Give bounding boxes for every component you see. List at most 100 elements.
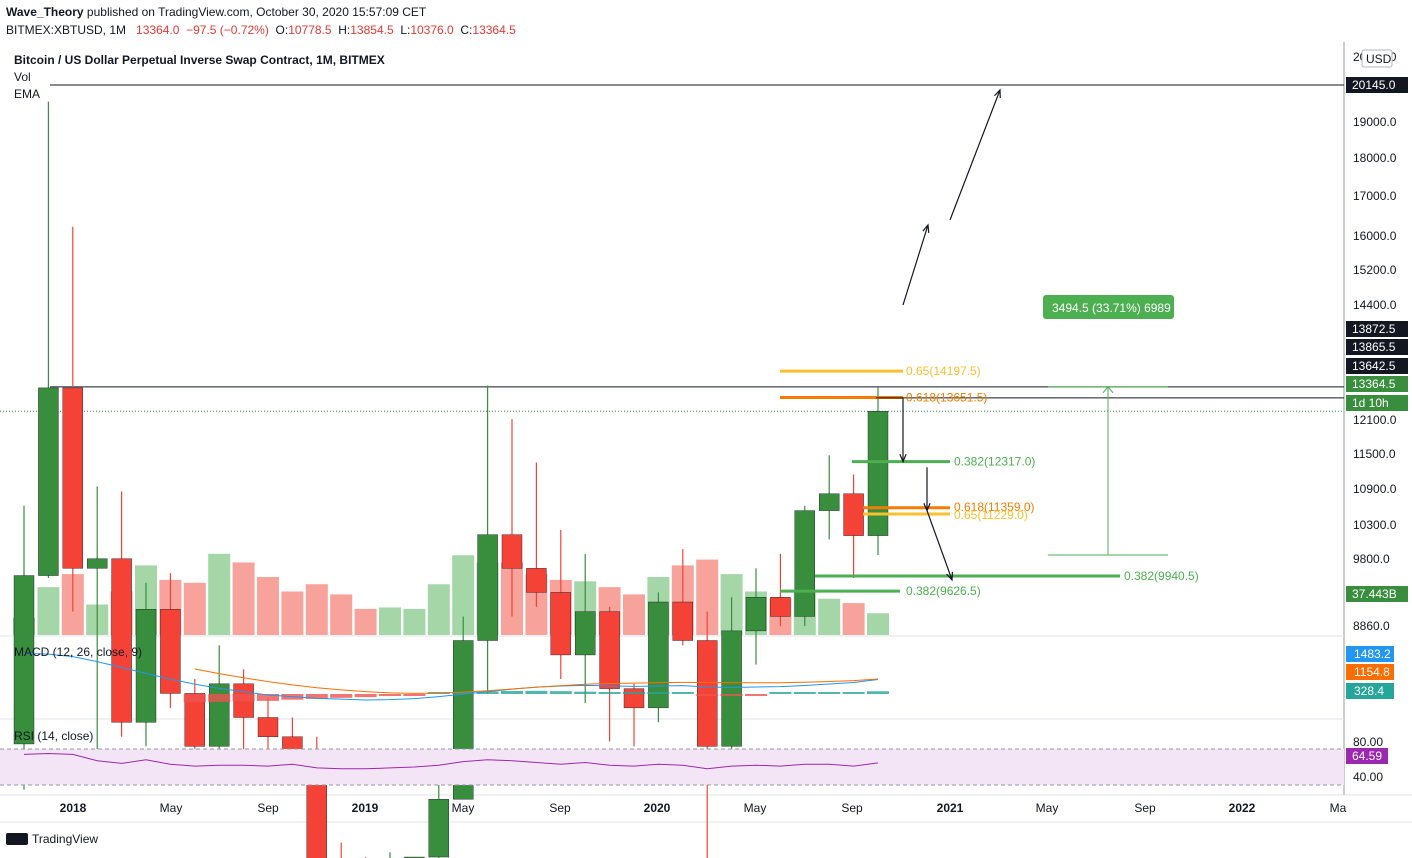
macd-histogram-bar [305, 694, 328, 699]
candle-body [819, 493, 840, 511]
volume-bar [183, 582, 206, 635]
macd-tag-label: 328.4 [1354, 684, 1384, 698]
signal-line [194, 668, 879, 694]
candle-body [428, 799, 449, 858]
brand-name[interactable]: TradingView [32, 832, 99, 846]
macd-histogram-bar [647, 692, 670, 694]
publish-info: Wave_Theory published on TradingView.com… [6, 5, 426, 19]
candle-body [794, 510, 815, 617]
candle-body [501, 534, 523, 569]
tradingview-logo-icon [6, 833, 28, 845]
candle-body [867, 411, 889, 536]
candle-body [13, 575, 35, 745]
projection-arrow [949, 89, 1001, 221]
legend-ema[interactable]: EMA [14, 87, 41, 101]
candle-body [648, 601, 669, 709]
time-tick: Ma [1330, 801, 1347, 815]
candle-body [745, 597, 767, 632]
price-tag-label: 20145.0 [1352, 78, 1396, 92]
price-tag [1346, 339, 1408, 355]
last-price: 13364.0 [136, 23, 180, 37]
candle-body [697, 640, 718, 747]
high-label: H: [338, 23, 351, 37]
macd-histogram-bar [452, 692, 475, 694]
publish-date: published on TradingView.com, October 30… [83, 5, 427, 19]
candle-body [38, 387, 59, 576]
open-label: O: [275, 23, 289, 37]
low-label: L: [400, 23, 411, 37]
projection-arrow-head [899, 454, 907, 464]
macd-histogram-bar [745, 694, 767, 696]
fib-label: 0.382(12317.0) [954, 455, 1035, 469]
currency-label: USD [1366, 52, 1392, 66]
candle-body [575, 611, 596, 656]
macd-histogram-bar [525, 690, 548, 694]
time-tick: Sep [1134, 801, 1156, 815]
time-tick: 2020 [644, 801, 671, 815]
price-tag-label: 13642.5 [1352, 359, 1396, 373]
rsi-line [23, 752, 879, 770]
macd-histogram-bar [696, 694, 719, 696]
ohlc-line: BITMEX:XBTUSD, 1M 13364.0 −97.5 (−0.72%)… [6, 23, 516, 37]
macd-histogram-bar [330, 694, 353, 698]
measure-label: 3494.5 (33.71%) 6989 [1052, 301, 1171, 315]
macd-histogram-bar [208, 694, 231, 702]
rsi-tag-label: 64.59 [1352, 749, 1382, 763]
rsi-band [0, 749, 1344, 785]
macd-tag [1346, 683, 1394, 699]
volume-bar [354, 608, 377, 635]
fib-label: 0.618(13651.5) [906, 390, 987, 404]
price-tick: 9800.0 [1353, 552, 1390, 566]
candle-body [135, 609, 157, 723]
legend-rsi[interactable]: RSI (14, close) [14, 729, 94, 743]
candle-body [111, 558, 132, 723]
high-value: 13854.5 [350, 23, 394, 37]
projection-arrow-head [994, 88, 1001, 99]
macd-histogram-bar [183, 694, 206, 703]
rsi-tag [1346, 748, 1388, 764]
fib-label: 0.382(9626.5) [906, 584, 981, 598]
price-tag [1346, 77, 1408, 93]
projection-arrow [902, 224, 929, 306]
volume-bar [37, 587, 60, 635]
volume-bar [867, 613, 889, 635]
macd-histogram-bar [354, 694, 377, 698]
macd-histogram-bar [549, 691, 572, 694]
macd-histogram-bar [257, 694, 279, 701]
macd-histogram-bar [598, 692, 621, 694]
time-tick: May [1036, 801, 1059, 815]
price-tag-label: 13872.5 [1352, 322, 1396, 336]
price-tick: 10300.0 [1353, 518, 1397, 532]
open-value: 10778.5 [288, 23, 332, 37]
macd-histogram-bar [232, 694, 255, 702]
price-tag [1346, 586, 1408, 602]
measure-box [1043, 295, 1174, 319]
close-label: C: [460, 23, 473, 37]
macd-histogram-bar [867, 691, 889, 694]
macd-histogram-bar [769, 692, 792, 694]
author-name[interactable]: Wave_Theory [6, 5, 84, 19]
macd-histogram-bar [671, 692, 694, 694]
time-tick: May [160, 801, 183, 815]
price-tick: 12100.0 [1353, 413, 1397, 427]
volume-bar [305, 584, 328, 635]
price-tag [1346, 395, 1408, 411]
time-tick: 2021 [937, 801, 964, 815]
low-value: 10376.0 [410, 23, 454, 37]
candle-body [208, 683, 230, 747]
footer: TradingView [6, 832, 98, 846]
candle-body [672, 601, 693, 641]
macd-tag-label: 1483.2 [1354, 647, 1391, 661]
volume-bar [379, 607, 401, 635]
legend-vol[interactable]: Vol [14, 70, 31, 84]
macd-histogram-bar [574, 691, 597, 694]
legend-macd[interactable]: MACD (12, 26, close, 9) [14, 645, 143, 659]
candle-body [599, 611, 620, 689]
macd-histogram-bar [623, 692, 645, 694]
candle-body [770, 597, 791, 617]
price-tag-label: 13865.5 [1352, 340, 1396, 354]
volume-bar [208, 553, 231, 635]
candle-body [62, 387, 83, 569]
price-tag-label: 1d 10h [1352, 396, 1389, 410]
